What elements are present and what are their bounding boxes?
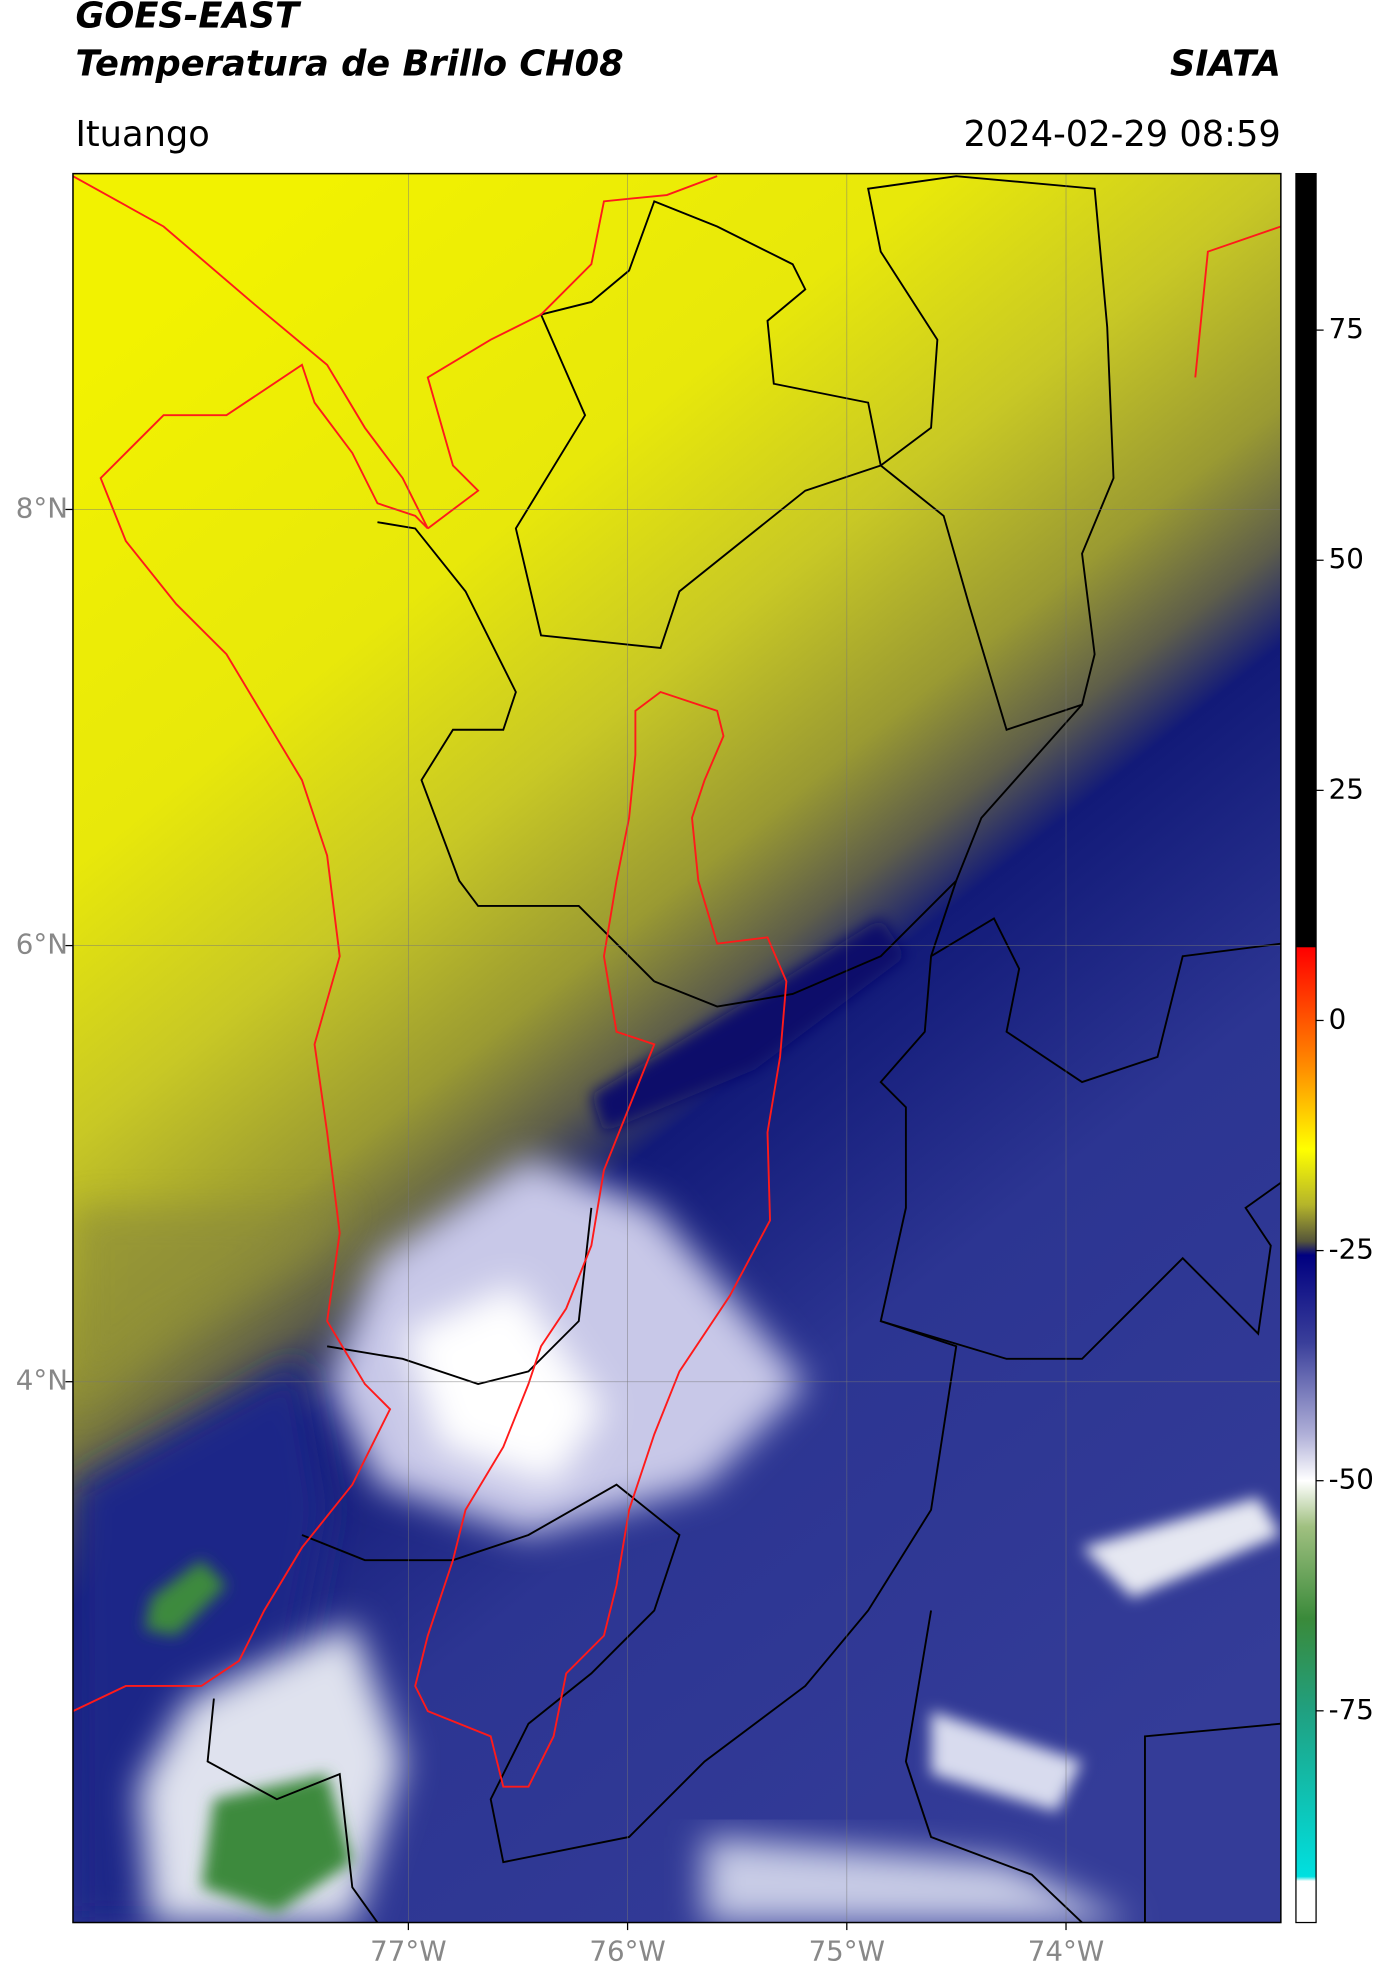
colorbar-label: -75	[1329, 1693, 1374, 1726]
lat-label: 6°N	[16, 928, 68, 961]
colorbar-label: 25	[1329, 772, 1364, 805]
colorbar-label: 50	[1329, 542, 1364, 575]
graticule	[65, 173, 1281, 1931]
lon-label: 74°W	[1028, 1935, 1104, 1968]
colorbar-label: 75	[1329, 312, 1364, 345]
source: SIATA	[1170, 43, 1281, 84]
map-frame	[72, 172, 1282, 1924]
colorbar-label: -25	[1329, 1233, 1374, 1266]
lat-label: 4°N	[16, 1364, 68, 1397]
subtitle: Temperatura de Brillo CH08	[75, 43, 623, 84]
colorbar-label: 0	[1329, 1002, 1347, 1035]
lon-label: 75°W	[809, 1935, 885, 1968]
location: Ituango	[75, 114, 209, 155]
map-image	[72, 173, 1281, 1923]
timestamp: 2024-02-29 08:59	[963, 114, 1280, 155]
canvas: GOES-EAST Temperatura de Brillo CH08 SIA…	[16, 0, 1374, 1968]
lat-label: 8°N	[16, 491, 68, 524]
lon-label: 76°W	[589, 1935, 665, 1968]
title: GOES-EAST	[75, 0, 302, 37]
colorbar-label: -50	[1329, 1463, 1374, 1496]
lon-label: 77°W	[370, 1935, 446, 1968]
colorbar	[1295, 173, 1317, 1924]
